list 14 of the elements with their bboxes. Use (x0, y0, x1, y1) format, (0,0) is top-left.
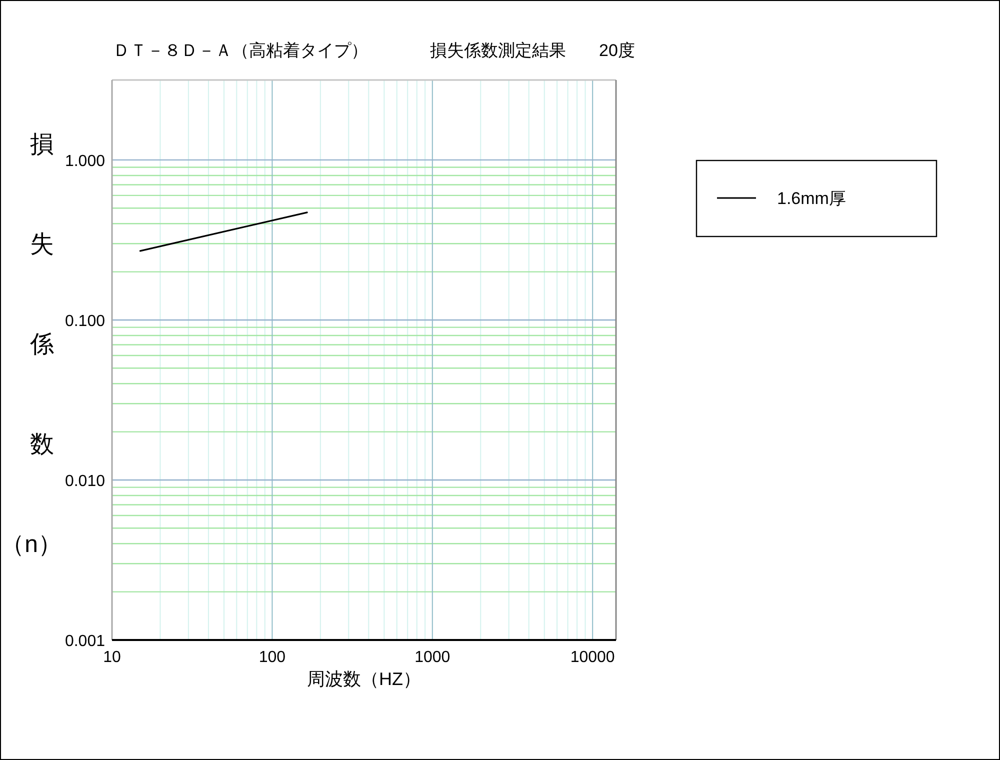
legend-label: 1.6mm厚 (777, 189, 846, 208)
chart-title: ＤＴ－８Ｄ－Ａ（高粘着タイプ） (113, 41, 368, 60)
y-tick-label: 0.010 (64, 472, 106, 490)
text: 20度 (599, 41, 635, 60)
x-axis-title: 周波数（HZ） (307, 669, 421, 689)
text: 損失係数（n） (0, 131, 62, 558)
y-tick-label: 0.100 (64, 312, 106, 330)
y-tick-label: 1.000 (64, 152, 106, 170)
x-tick-label: 10000 (570, 649, 615, 666)
x-tick-label: 1000 (414, 649, 450, 666)
x-tick-label: 100 (258, 649, 286, 666)
x-tick-label: 10 (103, 649, 121, 666)
y-tick-label: 0.001 (64, 633, 106, 650)
chart-subtitle: 損失係数測定結果 (430, 41, 566, 60)
